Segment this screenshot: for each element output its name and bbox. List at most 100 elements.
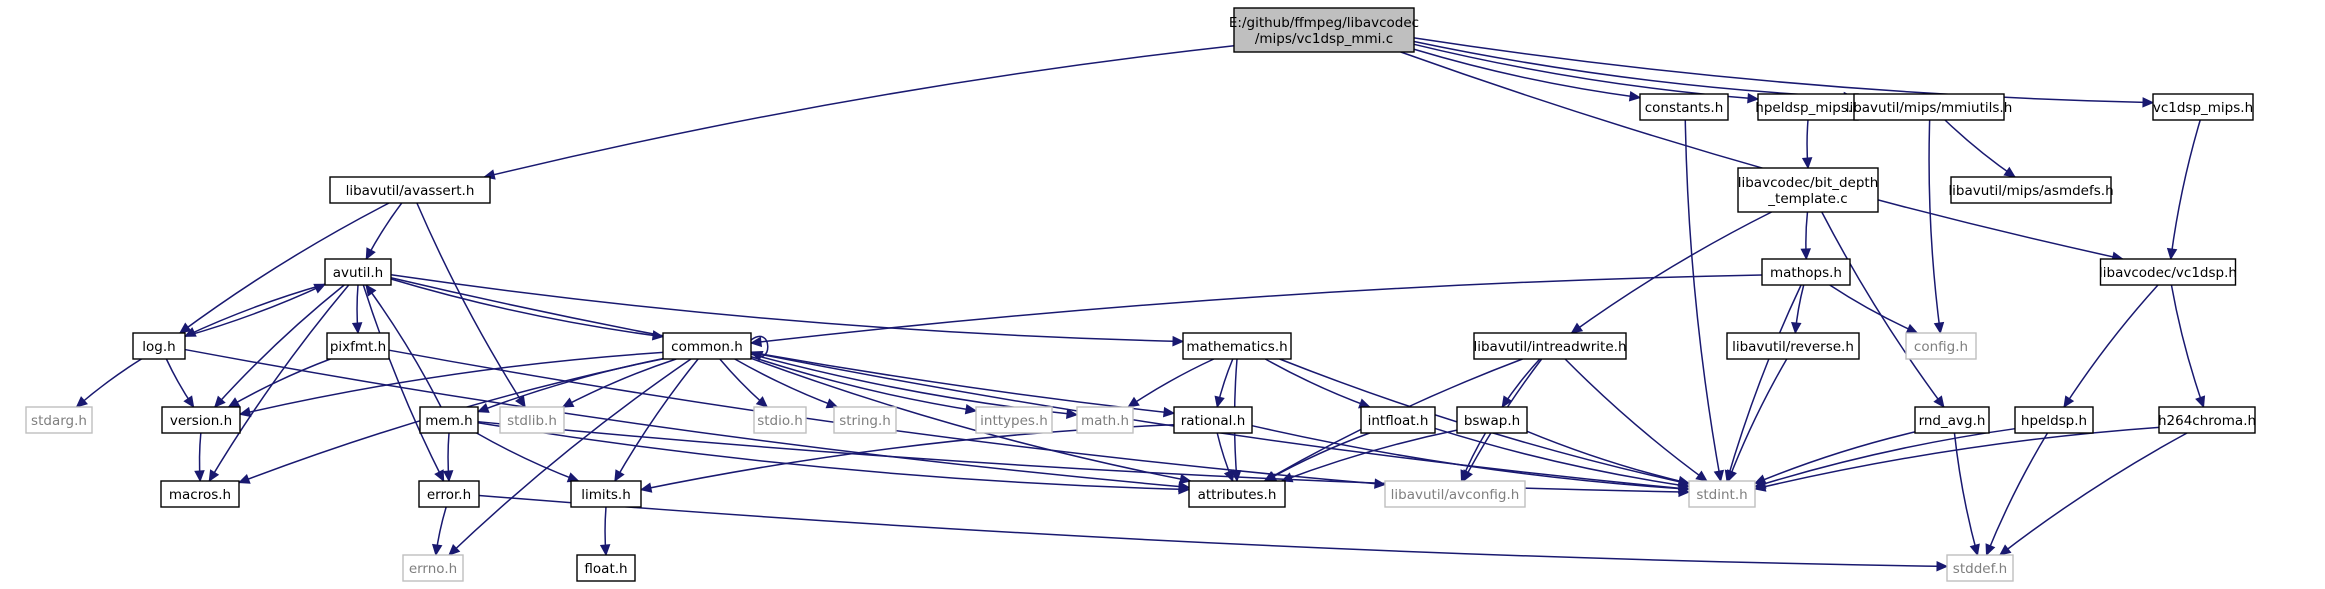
node-label: /mips/vc1dsp_mmi.c: [1255, 31, 1393, 47]
node-hpeldsp[interactable]: hpeldsp.h: [2014, 406, 2094, 434]
arrowhead-icon: [1969, 543, 1980, 557]
arrowhead-icon: [1178, 483, 1191, 495]
node-label: macros.h: [169, 487, 231, 503]
node-mathematics[interactable]: mathematics.h: [1182, 332, 1292, 360]
edge-h264chroma-to-stdint: [1753, 426, 2160, 492]
arrowhead-icon: [313, 283, 327, 294]
node-box: [1233, 7, 1415, 53]
arrowhead-icon: [75, 396, 88, 408]
node-h264chroma[interactable]: h264chroma.h: [2158, 406, 2256, 434]
node-rnd_avg[interactable]: rnd_avg.h: [1914, 406, 1990, 434]
arrowhead-icon: [1753, 481, 1767, 492]
arrowhead-icon: [194, 470, 205, 483]
node-label: libavcodec/bit_depth: [1738, 175, 1879, 191]
node-stdio: stdio.h: [753, 406, 807, 434]
edge-reverse-to-stdint: [1727, 358, 1788, 483]
arrowhead-icon: [1677, 475, 1691, 487]
arrowhead-icon: [1936, 560, 1949, 572]
node-hpeldsp_mips[interactable]: hpeldsp_mips.h: [1755, 93, 1861, 121]
edge-mathops-to-common: [749, 274, 1763, 348]
node-mathops[interactable]: mathops.h: [1761, 258, 1851, 286]
node-error[interactable]: error.h: [418, 480, 480, 508]
arrowhead-icon: [561, 397, 575, 408]
edge-root-to-vc1dsp_mips: [1413, 37, 2155, 108]
node-log[interactable]: log.h: [132, 332, 186, 360]
node-box: [2158, 406, 2256, 434]
node-avassert[interactable]: libavutil/avassert.h: [329, 176, 491, 204]
node-box: [576, 554, 636, 582]
edge-avutil-to-pixfmt: [351, 284, 363, 335]
node-label: version.h: [170, 413, 232, 429]
node-asmdefs[interactable]: libavutil/mips/asmdefs.h: [1948, 176, 2114, 204]
arrowhead-icon: [2166, 247, 2178, 261]
edge-error-to-stddef: [478, 494, 1949, 572]
node-vc1dsp[interactable]: libavcodec/vc1dsp.h: [2099, 258, 2237, 286]
arrowhead-icon: [1127, 396, 1140, 408]
node-attributes[interactable]: attributes.h: [1188, 480, 1286, 508]
node-box: [1737, 167, 1879, 213]
edge-rational-to-attributes: [1216, 432, 1234, 483]
arrowhead-icon: [1460, 469, 1471, 483]
node-intfloat[interactable]: intfloat.h: [1360, 406, 1436, 434]
node-box: [2152, 93, 2254, 121]
edge-mem-to-error: [442, 432, 454, 483]
node-mmiutils[interactable]: libavutil/mips/mmiutils.h: [1846, 93, 2013, 121]
node-label: rational.h: [1181, 413, 1246, 429]
edge-mathematics-to-rational: [1214, 358, 1234, 409]
node-stdarg: stdarg.h: [25, 406, 93, 434]
node-macros[interactable]: macros.h: [160, 480, 240, 508]
edge-bswap-to-avconfig: [1460, 432, 1487, 483]
node-config: config.h: [1905, 332, 1977, 360]
edge-log-to-version: [165, 358, 195, 409]
node-box: [1076, 406, 1134, 434]
node-box: [2099, 258, 2237, 286]
edge-root-to-constants: [1413, 48, 1642, 102]
edge-avutil-to-error: [362, 284, 445, 483]
node-vc1dsp_mips[interactable]: vc1dsp_mips.h: [2152, 93, 2254, 121]
arrowhead-icon: [1501, 395, 1513, 409]
node-version[interactable]: version.h: [161, 406, 241, 434]
node-intreadwrite[interactable]: libavutil/intreadwrite.h: [1473, 332, 1627, 360]
node-root[interactable]: E:/github/ffmpeg/libavcodec/mips/vc1dsp_…: [1229, 7, 1419, 53]
node-box: [418, 480, 480, 508]
arrowhead-icon: [749, 336, 763, 348]
node-float[interactable]: float.h: [576, 554, 636, 582]
node-common[interactable]: common.h: [662, 332, 752, 360]
node-label: attributes.h: [1198, 487, 1277, 503]
node-pixfmt[interactable]: pixfmt.h: [326, 332, 390, 360]
node-box: [753, 406, 807, 434]
node-label: stdarg.h: [31, 413, 87, 429]
node-box: [132, 332, 186, 360]
edge-avutil-to-log: [183, 283, 326, 338]
node-bitdepth[interactable]: libavcodec/bit_depth_template.c: [1737, 167, 1879, 213]
arrowhead-icon: [639, 482, 653, 493]
edge-mmiutils-to-config: [1928, 119, 1945, 335]
node-box: [324, 258, 392, 286]
node-reverse[interactable]: libavutil/reverse.h: [1726, 332, 1860, 360]
node-constants[interactable]: constants.h: [1639, 93, 1729, 121]
arrowhead-icon: [448, 543, 461, 556]
arrowhead-icon: [825, 398, 839, 409]
arrowhead-icon: [1800, 248, 1812, 261]
node-bswap[interactable]: bswap.h: [1456, 406, 1528, 434]
node-box: [1726, 332, 1860, 360]
node-label: mathematics.h: [1186, 339, 1287, 355]
edge-log-to-stdarg: [75, 358, 142, 408]
edge-mem-to-avutil: [365, 284, 442, 408]
node-rational[interactable]: rational.h: [1173, 406, 1253, 434]
node-stddef: stddef.h: [1946, 554, 2014, 582]
node-box: [1905, 332, 1977, 360]
node-limits[interactable]: limits.h: [570, 480, 642, 508]
node-label: limits.h: [581, 487, 631, 503]
edge-root-to-vc1dsp: [1400, 51, 2124, 262]
edge-hpeldsp-to-stdint: [1753, 427, 2016, 489]
node-mem[interactable]: mem.h: [419, 406, 479, 434]
edge-bitdepth-to-intreadwrite: [1570, 211, 1772, 334]
node-label: h264chroma.h: [2158, 413, 2256, 429]
node-label: float.h: [584, 561, 627, 577]
node-avutil[interactable]: avutil.h: [324, 258, 392, 286]
arrowhead-icon: [964, 403, 978, 415]
arrowhead-icon: [1570, 322, 1584, 334]
node-box: [1360, 406, 1436, 434]
node-label: libavutil/reverse.h: [1732, 339, 1854, 355]
